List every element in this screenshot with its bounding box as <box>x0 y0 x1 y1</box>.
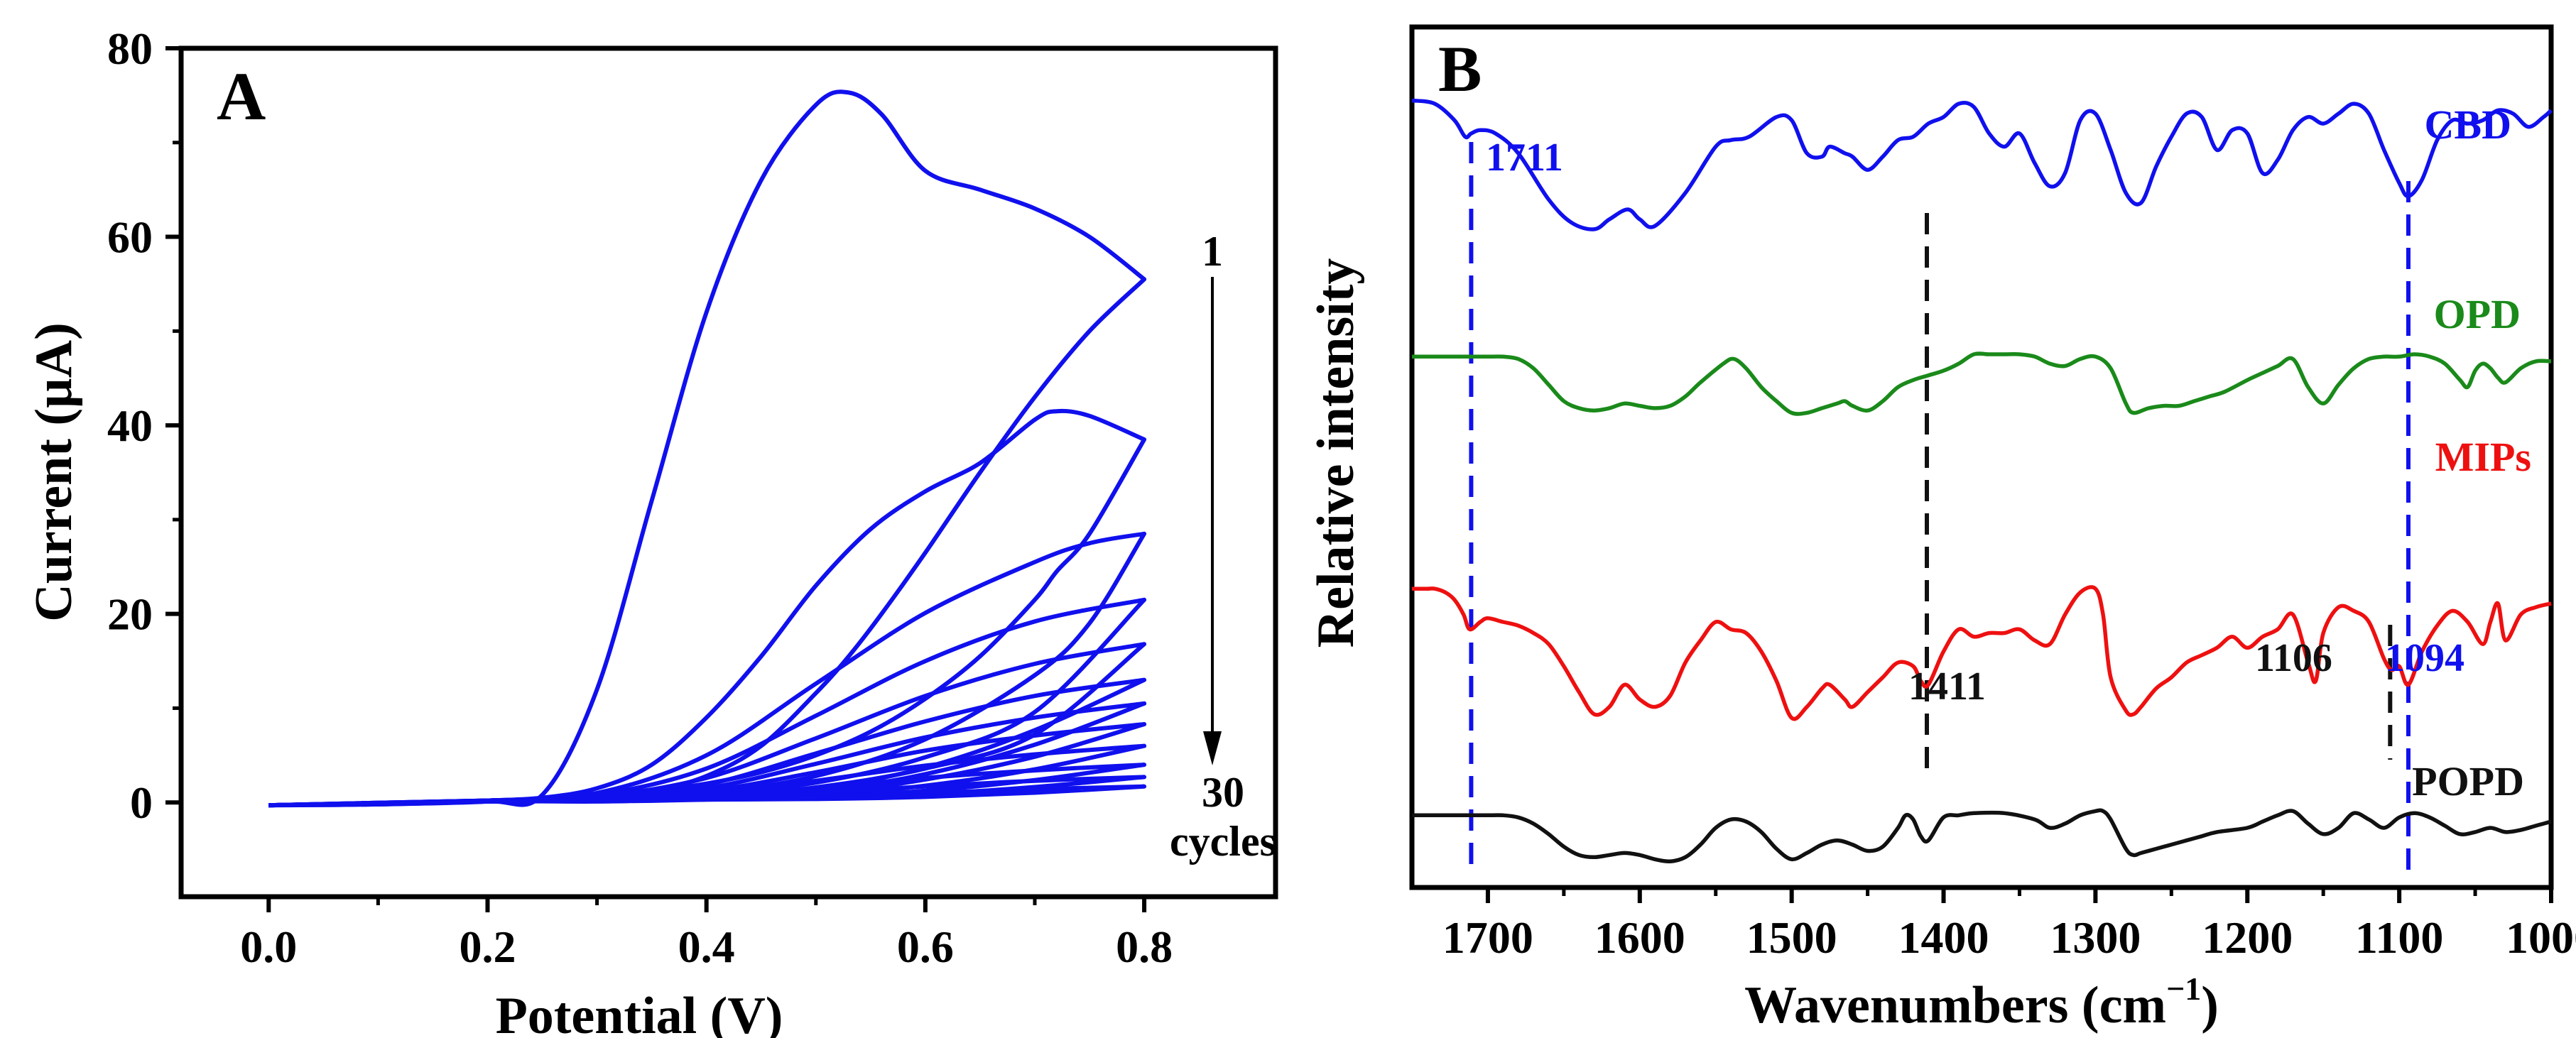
panel-a-plot-lines <box>268 89 1147 808</box>
cycle-end-unit: cycles <box>1170 818 1276 865</box>
series-label-mips: MIPs <box>2435 434 2531 480</box>
cv-curve-cycle-30 <box>268 784 1147 808</box>
panel-b-x-tick-label: 1200 <box>2202 912 2293 963</box>
panel-b-ticks: 1700 1600 1500 1400 1300 1200 1100 1000 <box>1442 887 2576 963</box>
panel-b-marker-lines <box>1469 142 2411 873</box>
panel-a-y-axis-label: Current (µA) <box>25 322 83 621</box>
spectrum-cbd <box>1411 98 2553 231</box>
panel-b-plot-lines <box>1411 98 2553 864</box>
panel-a-y-tick-label: 80 <box>107 23 153 74</box>
series-label-popd: POPD <box>2412 758 2524 804</box>
panel-a-y-tick-label: 0 <box>130 777 153 828</box>
panel-a-x-tick-label: 0.4 <box>678 922 735 972</box>
panel-b-label: B <box>1438 33 1482 105</box>
panel-b-x-tick-label: 1000 <box>2506 912 2576 963</box>
cycle-arrow-head <box>1203 731 1222 765</box>
panel-a-x-tick-label: 0.6 <box>897 922 954 972</box>
panel-b-y-axis-label: Relative intensity <box>1307 258 1365 648</box>
panel-b-x-axis-label-main: Wavenumbers (cm <box>1744 976 2166 1034</box>
marker-label-1411: 1411 <box>1908 665 1986 709</box>
panel-b-frame <box>1409 24 2554 890</box>
panel-b-x-axis-label-superscript: −1 <box>2166 971 2201 1007</box>
panel-a-x-tick-label: 0.2 <box>459 922 516 972</box>
panel-a-y-tick-label: 20 <box>107 589 153 640</box>
spectrum-mips <box>1412 585 2552 721</box>
panel-a-label: A <box>217 58 266 134</box>
spectrum-opd <box>1412 351 2552 416</box>
panel-a-y-tick-label: 60 <box>107 212 153 263</box>
panel-b: B 1700 1600 1500 1400 1300 1200 1100 1000 CBD O… <box>1307 24 2576 1034</box>
marker-label-1711: 1711 <box>1486 136 1563 180</box>
series-label-cbd: CBD <box>2425 102 2511 148</box>
panel-a-x-axis-label: Potential (V) <box>496 987 783 1038</box>
cycle-arrow <box>1203 277 1222 765</box>
marker-label-1106: 1106 <box>2255 636 2332 680</box>
panel-b-x-tick-label: 1300 <box>2050 912 2141 963</box>
series-label-opd: OPD <box>2434 291 2521 337</box>
panel-b-x-tick-label: 1500 <box>1746 912 1837 963</box>
panel-b-x-axis-label-close: ) <box>2201 976 2219 1034</box>
panel-a-ticks: 0.0 0.2 0.4 0.6 0.8 0 20 40 60 80 <box>107 23 1173 972</box>
panel-b-x-tick-label: 1400 <box>1898 912 1989 963</box>
panel-a-y-tick-label: 40 <box>107 400 153 451</box>
panel-a-x-tick-label: 0.8 <box>1116 922 1173 972</box>
panel-a-x-tick-label: 0.0 <box>240 922 297 972</box>
panel-b-x-tick-label: 1100 <box>2355 912 2443 963</box>
cycle-end-label: 30 <box>1202 769 1244 816</box>
spectrum-popd <box>1412 808 2552 864</box>
panel-b-x-tick-label: 1700 <box>1442 912 1533 963</box>
marker-label-1094: 1094 <box>2385 636 2464 680</box>
panel-a: A 0.0 0.2 0.4 0.6 0.8 0 20 40 60 80 1 30 cycles P… <box>25 23 1278 1038</box>
panel-a-frame <box>178 45 1278 900</box>
cycle-start-label: 1 <box>1202 228 1223 275</box>
panel-b-x-tick-label: 1600 <box>1594 912 1685 963</box>
panel-b-x-axis-label: Wavenumbers (cm−1) <box>1744 971 2219 1034</box>
